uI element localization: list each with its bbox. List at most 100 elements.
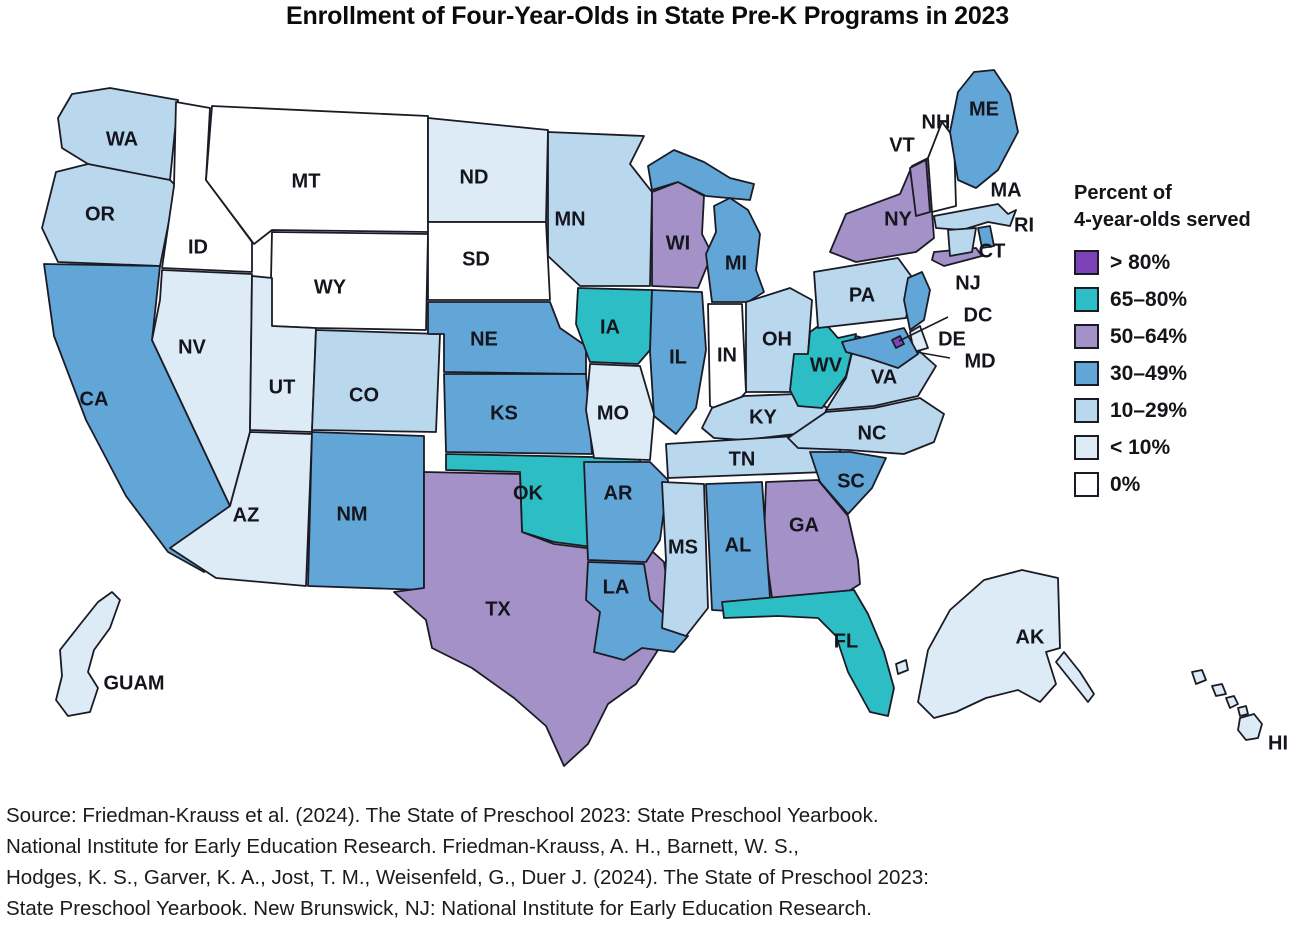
legend-item-label: 10–29% bbox=[1110, 398, 1188, 422]
state-label-va: VA bbox=[871, 366, 897, 388]
state-label-ut: UT bbox=[269, 376, 296, 398]
legend-swatch bbox=[1074, 435, 1099, 460]
state-mn bbox=[547, 131, 653, 287]
state-label-wi: WI bbox=[666, 232, 690, 254]
state-label-nd: ND bbox=[460, 166, 489, 188]
state-ms bbox=[661, 481, 709, 637]
state-label-mn: MN bbox=[554, 208, 585, 230]
state-ne bbox=[427, 301, 587, 375]
state-nc bbox=[787, 397, 945, 455]
state-label-vt: VT bbox=[889, 134, 915, 156]
state-id bbox=[161, 101, 253, 273]
state-ct bbox=[947, 227, 977, 257]
state-label-nm: NM bbox=[336, 503, 367, 525]
state-label-nc: NC bbox=[858, 422, 887, 444]
legend-title-line1: Percent of bbox=[1074, 182, 1172, 204]
state-ut bbox=[249, 275, 317, 433]
state-me bbox=[949, 69, 1019, 189]
legend-swatch bbox=[1074, 361, 1099, 386]
leader-line-md bbox=[915, 351, 951, 359]
state-label-ca: CA bbox=[80, 388, 109, 410]
state-ca bbox=[43, 263, 231, 573]
state-dc bbox=[891, 335, 905, 349]
legend-item: 30–49% bbox=[1074, 361, 1290, 386]
state-ks bbox=[443, 373, 593, 455]
state-label-fl: FL bbox=[834, 630, 858, 652]
state-hi bbox=[1211, 683, 1227, 697]
state-label-ar: AR bbox=[604, 482, 633, 504]
legend-item: > 80% bbox=[1074, 250, 1290, 275]
state-label-id: ID bbox=[188, 236, 208, 258]
state-label-pa: PA bbox=[849, 284, 875, 306]
state-il bbox=[649, 289, 707, 435]
state-label-wa: WA bbox=[106, 128, 138, 150]
state-co bbox=[311, 329, 441, 433]
state-mt bbox=[205, 105, 429, 245]
state-label-md: MD bbox=[964, 350, 995, 372]
state-hi bbox=[1225, 695, 1239, 709]
state-label-sc: SC bbox=[837, 470, 865, 492]
state-label-al: AL bbox=[725, 534, 752, 556]
state-label-dc: DC bbox=[964, 304, 993, 326]
legend-item: 65–80% bbox=[1074, 287, 1290, 312]
legend-item-label: < 10% bbox=[1110, 435, 1171, 459]
state-label-or: OR bbox=[85, 203, 116, 225]
state-label-nh: NH bbox=[922, 111, 951, 133]
source-line: Hodges, K. S., Garver, K. A., Jost, T. M… bbox=[6, 866, 929, 889]
source-line: State Preschool Yearbook. New Brunswick,… bbox=[6, 897, 872, 920]
state-label-mt: MT bbox=[292, 170, 321, 192]
source-line: National Institute for Early Education R… bbox=[6, 835, 800, 858]
state-guam bbox=[55, 591, 121, 717]
state-label-ma: MA bbox=[990, 179, 1021, 201]
state-ri bbox=[977, 225, 995, 249]
source-note: Source: Friedman-Krauss et al. (2024). T… bbox=[6, 800, 1006, 924]
state-label-nj: NJ bbox=[955, 272, 981, 294]
state-label-sd: SD bbox=[462, 248, 490, 270]
legend-swatch bbox=[1074, 398, 1099, 423]
state-label-tx: TX bbox=[485, 598, 511, 620]
state-label-co: CO bbox=[349, 384, 379, 406]
state-label-ks: KS bbox=[490, 402, 518, 424]
legend-item: 50–64% bbox=[1074, 324, 1290, 349]
state-ma bbox=[933, 203, 1017, 231]
state-label-me: ME bbox=[969, 98, 999, 120]
page-title: Enrollment of Four-Year-Olds in State Pr… bbox=[286, 2, 1009, 30]
state-label-il: IL bbox=[669, 346, 687, 368]
state-sd bbox=[427, 221, 551, 301]
state-or bbox=[41, 163, 177, 267]
state-label-wy: WY bbox=[314, 276, 347, 298]
legend-item-label: 0% bbox=[1110, 472, 1141, 496]
legend-items: > 80% 65–80% 50–64% 30–49% 10–29% < 10% 0% bbox=[1074, 250, 1290, 497]
state-nh bbox=[927, 121, 957, 213]
state-mi bbox=[705, 197, 765, 303]
legend-title-line2: 4-year-olds served bbox=[1074, 209, 1251, 231]
state-hi bbox=[1191, 669, 1207, 685]
state-label-ms: MS bbox=[668, 536, 698, 558]
state-label-tn: TN bbox=[729, 448, 756, 470]
state-ak bbox=[1055, 651, 1095, 703]
legend-swatch bbox=[1074, 250, 1099, 275]
state-ak bbox=[895, 659, 909, 675]
state-label-ky: KY bbox=[749, 406, 777, 428]
state-label-nv: NV bbox=[178, 336, 206, 358]
state-ar bbox=[583, 461, 669, 563]
legend-item-label: > 80% bbox=[1110, 250, 1171, 274]
state-label-ak: AK bbox=[1016, 626, 1045, 648]
source-line: Source: Friedman-Krauss et al. (2024). T… bbox=[6, 804, 879, 827]
legend: Percent of 4-year-olds served > 80% 65–80… bbox=[1074, 180, 1290, 497]
state-fl bbox=[721, 589, 895, 717]
state-la bbox=[585, 561, 689, 661]
state-label-wv: WV bbox=[810, 354, 843, 376]
state-mi bbox=[647, 149, 755, 201]
state-label-az: AZ bbox=[233, 504, 260, 526]
state-label-ct: CT bbox=[979, 240, 1006, 262]
state-label-ok: OK bbox=[513, 482, 544, 504]
leader-line-dc bbox=[898, 316, 949, 342]
state-label-ne: NE bbox=[470, 328, 498, 350]
legend-item: 0% bbox=[1074, 472, 1290, 497]
state-mo bbox=[585, 363, 655, 461]
state-label-oh: OH bbox=[762, 328, 792, 350]
state-label-mo: MO bbox=[597, 402, 629, 424]
legend-item-label: 30–49% bbox=[1110, 361, 1188, 385]
